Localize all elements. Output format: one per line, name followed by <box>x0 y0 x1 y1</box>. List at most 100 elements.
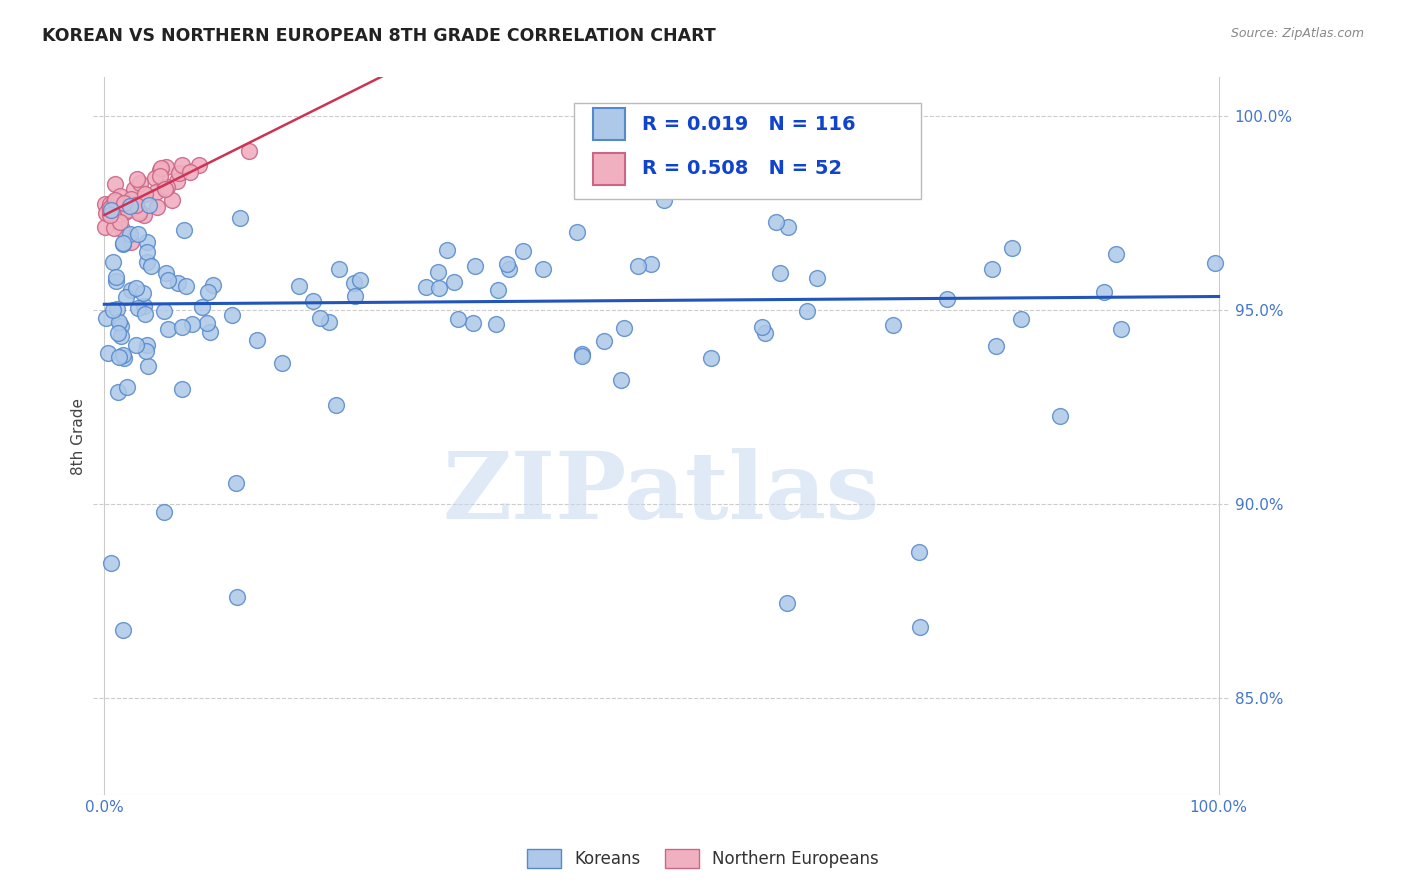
Point <box>125 281 148 295</box>
Point <box>765 215 787 229</box>
Point <box>108 201 131 215</box>
Point <box>328 262 350 277</box>
Point <box>202 278 225 293</box>
Point <box>134 299 156 313</box>
Point <box>153 182 176 196</box>
Point <box>170 382 193 396</box>
Point <box>174 278 197 293</box>
Point <box>128 206 150 220</box>
Point <box>111 236 134 251</box>
Point <box>98 197 121 211</box>
Point <box>1049 409 1071 423</box>
Point <box>135 235 157 249</box>
Point <box>107 326 129 341</box>
Point <box>806 270 828 285</box>
Point <box>104 270 127 285</box>
Point <box>221 308 243 322</box>
Point <box>1109 322 1132 336</box>
Point <box>112 349 135 363</box>
Text: KOREAN VS NORTHERN EUROPEAN 8TH GRADE CORRELATION CHART: KOREAN VS NORTHERN EUROPEAN 8TH GRADE CO… <box>42 27 716 45</box>
Point <box>134 307 156 321</box>
Point <box>94 196 117 211</box>
Point <box>349 273 371 287</box>
Point <box>100 202 122 217</box>
Point <box>498 261 520 276</box>
Point <box>138 198 160 212</box>
Point <box>271 356 294 370</box>
Point <box>125 198 148 212</box>
Point <box>100 557 122 571</box>
Point <box>166 276 188 290</box>
Point <box>98 206 121 220</box>
Point <box>127 301 149 315</box>
Text: Source: ZipAtlas.com: Source: ZipAtlas.com <box>1230 27 1364 40</box>
Legend: Koreans, Northern Europeans: Koreans, Northern Europeans <box>520 842 886 875</box>
Point <box>179 165 201 179</box>
Point <box>187 158 209 172</box>
Point <box>496 258 519 272</box>
Point <box>343 276 366 290</box>
Point <box>565 225 588 239</box>
Point <box>127 227 149 241</box>
Point <box>107 350 129 364</box>
Point <box>571 350 593 364</box>
Point <box>309 310 332 325</box>
Point <box>981 262 1004 277</box>
Point <box>302 293 325 308</box>
Point <box>796 304 818 318</box>
Text: ZIPatlas: ZIPatlas <box>443 449 880 539</box>
Point <box>124 182 146 196</box>
Point <box>101 303 124 318</box>
Point <box>117 202 139 217</box>
Point <box>935 292 957 306</box>
Point <box>149 169 172 183</box>
Point <box>1010 311 1032 326</box>
Point <box>344 288 367 302</box>
Point <box>136 338 159 352</box>
Point <box>436 243 458 257</box>
Point <box>103 178 125 192</box>
Point <box>108 215 131 229</box>
Text: R = 0.019   N = 116: R = 0.019 N = 116 <box>643 114 856 134</box>
Point <box>136 254 159 268</box>
Point <box>132 286 155 301</box>
Point <box>325 398 347 412</box>
Point <box>143 171 166 186</box>
Point <box>288 278 311 293</box>
FancyBboxPatch shape <box>593 108 626 140</box>
Point <box>225 590 247 604</box>
Point <box>153 304 176 318</box>
Point <box>118 199 141 213</box>
Point <box>427 265 450 279</box>
Point <box>613 320 636 334</box>
Point <box>104 274 127 288</box>
Point <box>463 316 485 330</box>
Point <box>170 158 193 172</box>
Point <box>654 194 676 208</box>
Point <box>170 319 193 334</box>
Point <box>112 351 135 365</box>
Point <box>108 189 131 203</box>
Point <box>94 206 117 220</box>
Point <box>447 312 470 326</box>
Point <box>486 284 509 298</box>
Point <box>908 544 931 558</box>
Point <box>120 283 142 297</box>
Point <box>246 334 269 348</box>
Point <box>571 346 593 360</box>
FancyBboxPatch shape <box>574 103 921 200</box>
Point <box>114 204 136 219</box>
Point <box>153 179 176 194</box>
Point <box>776 220 799 235</box>
Point <box>181 317 204 331</box>
Point <box>96 310 118 325</box>
Point <box>135 343 157 358</box>
Point <box>1092 285 1115 300</box>
Point <box>107 194 129 209</box>
Point <box>1105 247 1128 261</box>
Point <box>415 280 437 294</box>
Point <box>110 319 132 334</box>
Point <box>160 193 183 207</box>
Point <box>104 194 127 208</box>
Point <box>166 174 188 188</box>
